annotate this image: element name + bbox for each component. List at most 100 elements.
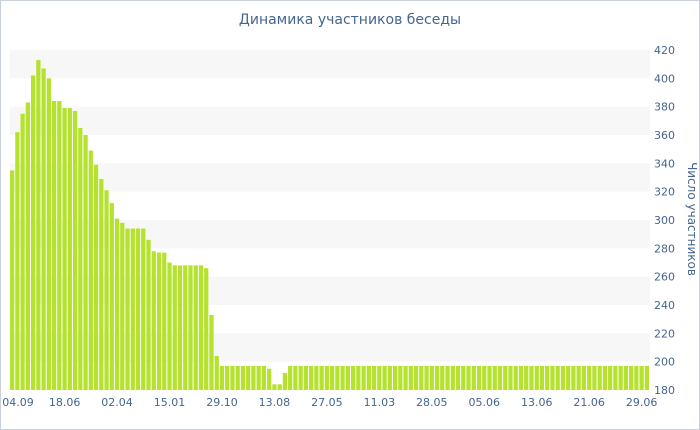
bar[interactable]: [130, 228, 135, 391]
bar[interactable]: [629, 365, 634, 390]
bar[interactable]: [251, 365, 256, 390]
bar[interactable]: [219, 365, 225, 390]
bar[interactable]: [366, 365, 371, 390]
bar[interactable]: [623, 365, 629, 390]
bar[interactable]: [371, 365, 377, 390]
bar[interactable]: [282, 373, 288, 390]
bar[interactable]: [639, 365, 644, 390]
bar[interactable]: [429, 365, 434, 390]
bar[interactable]: [46, 78, 51, 390]
bar[interactable]: [413, 365, 419, 390]
bar[interactable]: [230, 365, 235, 390]
bar[interactable]: [335, 365, 340, 390]
bar[interactable]: [214, 356, 219, 390]
bar[interactable]: [356, 365, 361, 390]
bar[interactable]: [277, 384, 282, 390]
bar[interactable]: [204, 268, 209, 390]
bar[interactable]: [267, 368, 272, 390]
bar[interactable]: [634, 365, 639, 390]
bar[interactable]: [319, 365, 324, 390]
bar[interactable]: [518, 365, 524, 390]
bar[interactable]: [83, 135, 88, 390]
bar[interactable]: [487, 365, 492, 390]
bar[interactable]: [78, 127, 83, 391]
bar[interactable]: [618, 365, 623, 390]
bar[interactable]: [345, 365, 350, 390]
bar[interactable]: [72, 110, 78, 391]
bar[interactable]: [529, 365, 534, 390]
bar[interactable]: [162, 252, 167, 390]
bar[interactable]: [445, 365, 450, 390]
bar[interactable]: [62, 108, 67, 390]
bar[interactable]: [571, 365, 576, 390]
bar[interactable]: [314, 365, 319, 390]
bar[interactable]: [482, 365, 487, 390]
bar[interactable]: [51, 101, 57, 390]
bar[interactable]: [109, 203, 114, 390]
bar[interactable]: [146, 239, 151, 390]
bar[interactable]: [524, 365, 529, 390]
bar[interactable]: [99, 178, 104, 390]
bar[interactable]: [41, 68, 46, 391]
bar[interactable]: [15, 132, 20, 391]
bar[interactable]: [555, 365, 560, 390]
bar[interactable]: [25, 102, 30, 391]
bar[interactable]: [602, 365, 608, 390]
bar[interactable]: [398, 365, 403, 390]
bar[interactable]: [172, 265, 177, 390]
bar[interactable]: [424, 365, 429, 390]
bar[interactable]: [104, 190, 109, 390]
bar[interactable]: [256, 365, 261, 390]
bar[interactable]: [330, 365, 335, 390]
bar[interactable]: [392, 365, 398, 390]
bar[interactable]: [198, 265, 204, 390]
bar[interactable]: [114, 218, 120, 390]
bar[interactable]: [492, 365, 497, 390]
bar[interactable]: [461, 365, 466, 390]
bar[interactable]: [177, 265, 183, 390]
bar[interactable]: [57, 101, 62, 390]
bar[interactable]: [613, 365, 618, 390]
bar[interactable]: [471, 365, 476, 390]
bar[interactable]: [188, 265, 193, 390]
bar[interactable]: [156, 252, 162, 390]
bar[interactable]: [193, 265, 198, 390]
bar[interactable]: [587, 365, 592, 390]
bar[interactable]: [293, 365, 298, 390]
bar[interactable]: [167, 262, 172, 391]
bar[interactable]: [298, 365, 303, 390]
bar[interactable]: [141, 228, 146, 391]
bar[interactable]: [597, 365, 602, 390]
bar[interactable]: [455, 365, 461, 390]
bar[interactable]: [503, 365, 508, 390]
bar[interactable]: [340, 365, 345, 390]
bar[interactable]: [534, 365, 539, 390]
bar[interactable]: [30, 75, 36, 391]
bar[interactable]: [309, 365, 314, 390]
bar[interactable]: [303, 365, 309, 390]
bar[interactable]: [209, 314, 214, 390]
bar[interactable]: [240, 365, 246, 390]
bar[interactable]: [36, 59, 41, 391]
bar[interactable]: [261, 365, 267, 390]
bar[interactable]: [408, 365, 413, 390]
bar[interactable]: [350, 365, 356, 390]
bar[interactable]: [497, 365, 503, 390]
bar[interactable]: [566, 365, 571, 390]
bar[interactable]: [508, 365, 513, 390]
bar[interactable]: [272, 384, 277, 390]
bar[interactable]: [377, 365, 382, 390]
bar[interactable]: [93, 164, 99, 390]
bar[interactable]: [125, 228, 130, 391]
bar[interactable]: [10, 170, 15, 390]
bar[interactable]: [440, 365, 445, 390]
bar[interactable]: [545, 365, 550, 390]
bar[interactable]: [513, 365, 518, 390]
bar[interactable]: [539, 365, 545, 390]
bar[interactable]: [476, 365, 482, 390]
bar[interactable]: [434, 365, 440, 390]
bar[interactable]: [225, 365, 230, 390]
bar[interactable]: [576, 365, 581, 390]
bar[interactable]: [67, 108, 72, 390]
bar[interactable]: [608, 365, 613, 390]
